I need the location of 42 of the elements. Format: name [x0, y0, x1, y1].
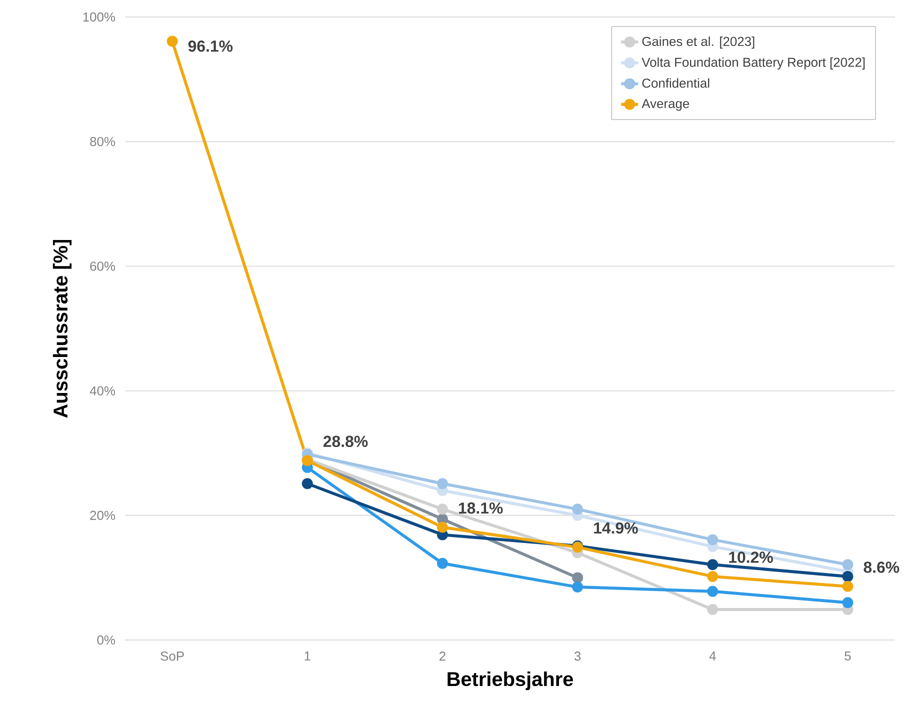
x-tick-label: 5 [844, 652, 851, 661]
y-tick-label: 40% [90, 386, 116, 396]
point [707, 586, 718, 597]
point [707, 534, 718, 546]
point [436, 504, 448, 515]
point [707, 604, 718, 615]
x-tick-label: 2 [440, 652, 446, 661]
x-tick-label: 3 [574, 652, 581, 661]
point [572, 572, 584, 584]
data-label: 96.1% [188, 40, 233, 52]
x-tick-label: 4 [709, 652, 716, 660]
point [842, 570, 854, 582]
y-axis-title: Ausschussrate [%] [52, 240, 72, 418]
data-label: 14.9% [594, 522, 638, 534]
point [572, 504, 584, 515]
point [302, 478, 313, 490]
data-label: 10.2% [729, 552, 773, 563]
x-tick-label: SoP [160, 652, 184, 661]
point [572, 582, 584, 593]
legend-label: Confidential [642, 78, 710, 88]
y-tick-label: 60% [90, 262, 116, 271]
y-tick-label: 0% [97, 635, 116, 645]
data-label: 18.1% [458, 502, 503, 514]
point [707, 559, 718, 570]
x-tick-label: 1 [304, 652, 310, 660]
point [436, 522, 448, 533]
legend-label: Volta Foundation Battery Report [2022] [642, 57, 865, 70]
data-label: 8.6% [864, 562, 900, 573]
point [842, 559, 854, 570]
x-axis-title: Betriebsjahre [448, 672, 573, 690]
point [436, 558, 448, 569]
y-tick-label: 80% [90, 137, 116, 146]
point [842, 597, 854, 608]
legend-label: Average [642, 99, 690, 111]
point [436, 478, 448, 490]
legend-label: Gaines et al. [2023] [642, 36, 754, 49]
y-tick-label: 20% [90, 510, 116, 520]
y-tick-label: 100% [83, 12, 116, 22]
point [166, 36, 178, 47]
point [707, 570, 718, 582]
data-label: 28.8% [323, 436, 368, 448]
point [842, 580, 854, 592]
